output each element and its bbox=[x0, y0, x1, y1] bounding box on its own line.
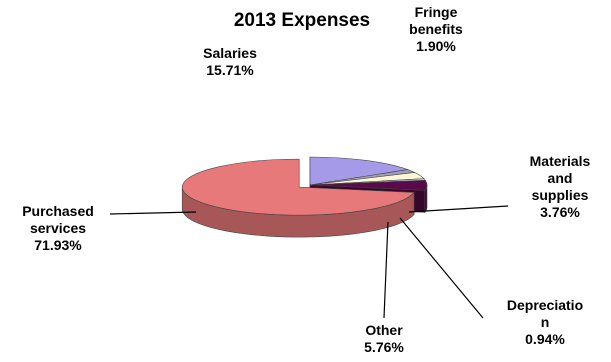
leader-line-other bbox=[383, 221, 389, 319]
leader-line-purchased-services bbox=[109, 211, 197, 215]
pie-slice-purchased-services bbox=[181, 158, 415, 216]
slice-label-depreciation: Depreciatio n 0.94% bbox=[507, 297, 583, 347]
leader-line-depreciation bbox=[399, 217, 484, 319]
pie-slice-other bbox=[309, 179, 428, 191]
slice-label-purchased-services: Purchased services 71.93% bbox=[22, 203, 94, 253]
leader-lines bbox=[109, 205, 509, 319]
slice-label-materials-and-supplies: Materials and supplies 3.76% bbox=[530, 153, 591, 220]
pie-slice-salaries bbox=[309, 156, 408, 186]
slice-label-salaries: Salaries 15.71% bbox=[203, 45, 257, 78]
slice-label-fringe-benefits: Fringe benefits 1.90% bbox=[409, 4, 463, 54]
slice-labels: Salaries 15.71% Fringe benefits 1.90% Materia… bbox=[22, 4, 590, 355]
chart-title: 2013 Expenses bbox=[234, 10, 370, 31]
slice-label-other: Other 5.76% bbox=[364, 322, 404, 355]
leader-line-materials-and-supplies bbox=[408, 205, 509, 213]
pie-top bbox=[181, 156, 428, 216]
